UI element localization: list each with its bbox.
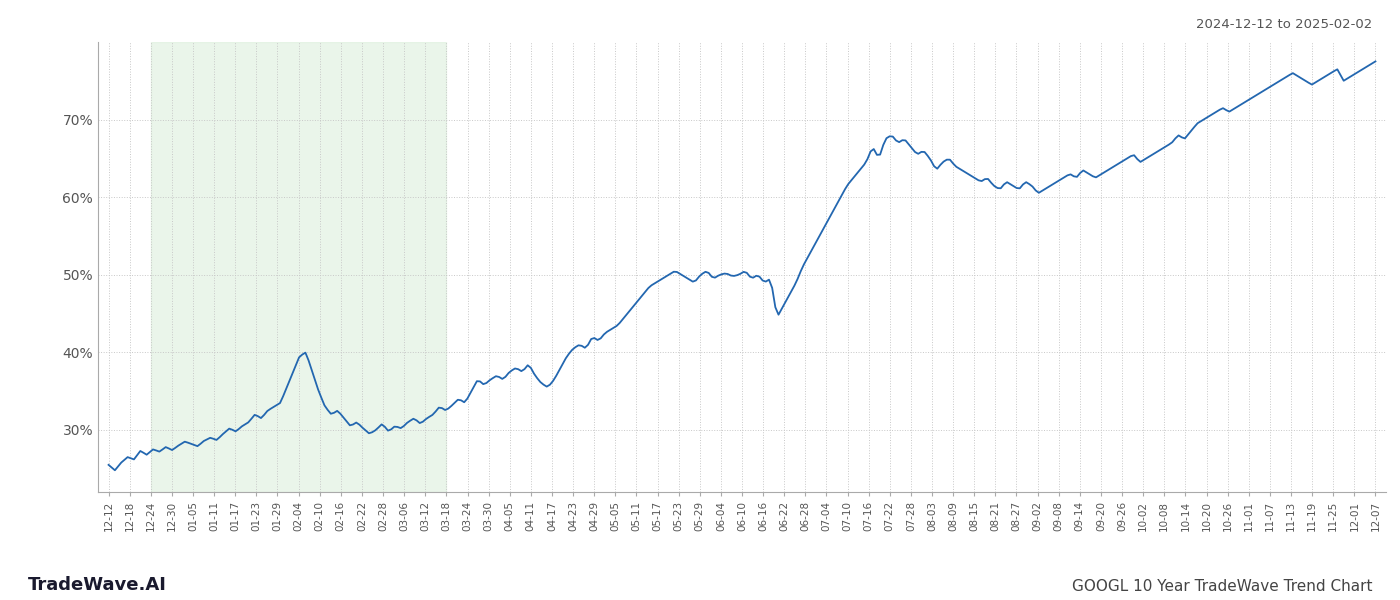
Text: 2024-12-12 to 2025-02-02: 2024-12-12 to 2025-02-02 — [1196, 18, 1372, 31]
Text: TradeWave.AI: TradeWave.AI — [28, 576, 167, 594]
Text: GOOGL 10 Year TradeWave Trend Chart: GOOGL 10 Year TradeWave Trend Chart — [1071, 579, 1372, 594]
Bar — [151, 42, 447, 492]
